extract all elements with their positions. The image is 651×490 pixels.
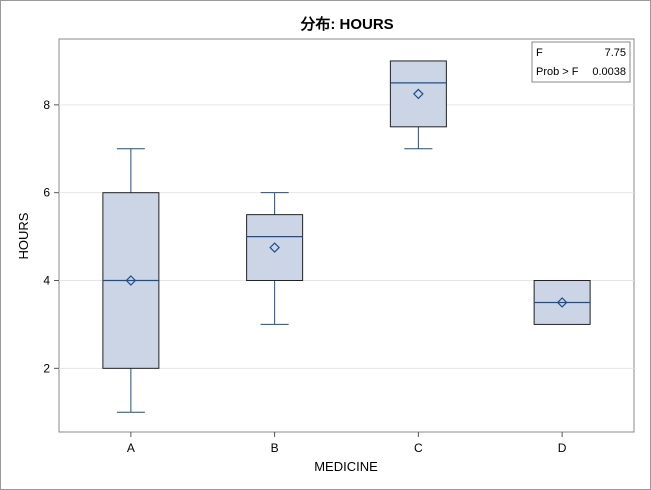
mean-marker [556,297,568,308]
box-b [246,192,304,325]
mean-marker [413,88,424,100]
box-a [102,148,160,413]
mean-marker [125,275,137,286]
stats-table-frame [531,41,631,83]
y-tick-label: 6 [43,186,50,200]
axes: 2 4 6 8 A B C D [43,98,566,455]
stats-value: 0.0038 [592,66,626,78]
stats-label: Prob > F [536,66,579,78]
x-tick-label-d: D [558,441,567,455]
box-plots [102,60,591,413]
y-tick-label: 2 [43,361,50,375]
x-tick-label-a: A [127,441,135,455]
box-body [389,60,447,128]
x-axis-label: MEDICINE [314,459,378,474]
y-tick-label: 8 [43,98,50,112]
box-d [533,280,591,325]
box-c [389,60,447,150]
mean-marker [269,242,280,253]
plot-frame [58,38,635,433]
y-axis-label: HOURS [16,212,31,259]
chart-title: 分布: HOURS [300,15,393,33]
plot-area: 2 4 6 8 A B C D F 7.75 Prob > F 0.0038 [43,38,635,455]
x-tick-label-c: C [414,441,423,455]
stats-label: F [536,47,543,59]
box-body [246,214,304,282]
stats-value: 7.75 [605,47,626,59]
stats-table: F 7.75 Prob > F 0.0038 [531,41,631,83]
x-tick-label-b: B [271,441,279,455]
y-tick-label: 4 [43,274,50,288]
